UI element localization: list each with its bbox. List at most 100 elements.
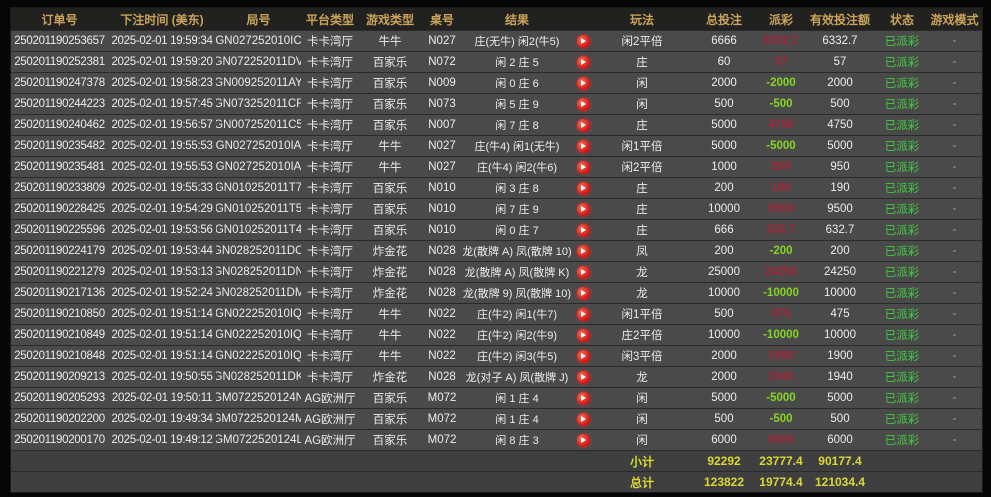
grand-total-status-spacer xyxy=(877,472,927,492)
replay-icon[interactable] xyxy=(576,160,590,174)
table-row: 250201190233809 2025-02-01 19:55:33 GN0102… xyxy=(11,177,982,198)
status-cell: 已派彩 xyxy=(884,120,920,132)
replay-cell xyxy=(571,262,595,282)
play-cell: 庄 xyxy=(636,204,648,216)
total-bet-cell: 500 xyxy=(714,308,734,320)
status-cell: 已派彩 xyxy=(884,141,920,153)
game-mode-cell: - xyxy=(952,392,957,404)
play-triangle-icon xyxy=(581,80,586,86)
replay-icon[interactable] xyxy=(576,433,590,447)
replay-icon[interactable] xyxy=(576,202,590,216)
play-cell: 庄2平倍 xyxy=(621,330,663,342)
table-row: 250201190205293 2025-02-01 19:50:11 GM0722… xyxy=(11,387,982,408)
payout-cell: 475 xyxy=(771,308,791,320)
result-cell: 庄(牛2) 闲3(牛5) xyxy=(476,351,558,363)
grand-total-mode-spacer xyxy=(927,472,982,492)
play-cell: 龙 xyxy=(636,267,648,279)
game-type-cell: 百家乐 xyxy=(372,99,408,111)
result-cell: 闲 3 庄 8 xyxy=(495,183,539,195)
replay-cell xyxy=(571,409,595,429)
game-mode-cell: - xyxy=(952,56,957,68)
total-bet-cell: 200 xyxy=(714,245,734,257)
total-bet-cell: 5000 xyxy=(711,119,737,131)
replay-icon[interactable] xyxy=(576,265,590,279)
replay-icon[interactable] xyxy=(576,307,590,321)
replay-icon[interactable] xyxy=(576,55,590,69)
payout-cell: 6332.7 xyxy=(763,35,799,47)
status-cell: 已派彩 xyxy=(884,78,920,90)
result-cell: 庄(牛2) 闲1(牛7) xyxy=(476,309,558,321)
game-mode-cell: - xyxy=(952,182,957,194)
result-cell: 闲 1 庄 4 xyxy=(495,393,539,405)
round-id-cell: GN010252011T4 xyxy=(216,224,301,236)
game-type-cell: 炸金花 xyxy=(372,246,408,258)
replay-icon[interactable] xyxy=(576,286,590,300)
grand-total-label: 总计 xyxy=(629,475,654,490)
platform-cell: 卡卡湾厅 xyxy=(307,162,353,174)
game-mode-cell: - xyxy=(952,203,957,215)
platform-cell: 卡卡湾厅 xyxy=(307,183,353,195)
game-type-cell: 牛牛 xyxy=(378,309,402,321)
bet-time-cell: 2025-02-01 19:59:20 xyxy=(111,56,213,68)
table-no-cell: N027 xyxy=(428,161,456,173)
grand-total-payout: 19774.4 xyxy=(759,475,803,489)
play-triangle-icon xyxy=(581,416,586,422)
replay-icon[interactable] xyxy=(576,328,590,342)
round-id-cell: GN027252010IA xyxy=(216,140,301,152)
result-cell: 闲 0 庄 7 xyxy=(495,225,539,237)
round-id-cell: GN072252011DV xyxy=(216,56,301,68)
status-cell: 已派彩 xyxy=(884,204,920,216)
header-bet-time: 下注时间 (美东) xyxy=(120,12,204,27)
result-cell: 龙(散牌 A) 凤(散牌 10) xyxy=(463,246,571,258)
replay-cell xyxy=(571,157,595,177)
replay-icon[interactable] xyxy=(576,139,590,153)
replay-icon[interactable] xyxy=(576,34,590,48)
bet-time-cell: 2025-02-01 19:52:24 xyxy=(111,287,213,299)
game-mode-cell: - xyxy=(952,308,957,320)
play-cell: 闲 xyxy=(636,435,648,447)
table-row: 250201190217136 2025-02-01 19:52:24 GN0282… xyxy=(11,282,982,303)
replay-icon[interactable] xyxy=(576,349,590,363)
table-row: 250201190209213 2025-02-01 19:50:55 GN0282… xyxy=(11,366,982,387)
status-cell: 已派彩 xyxy=(884,246,920,258)
replay-icon[interactable] xyxy=(576,244,590,258)
payout-cell: -500 xyxy=(769,98,793,110)
table-row: 250201190228425 2025-02-01 19:54:29 GN0102… xyxy=(11,198,982,219)
result-cell: 闲 7 庄 8 xyxy=(495,120,539,132)
bet-time-cell: 2025-02-01 19:54:29 xyxy=(111,203,213,215)
order-id-cell: 250201190200170 xyxy=(14,434,105,446)
replay-icon[interactable] xyxy=(576,181,590,195)
game-type-cell: 百家乐 xyxy=(372,393,408,405)
replay-icon[interactable] xyxy=(576,97,590,111)
replay-icon[interactable] xyxy=(576,223,590,237)
replay-icon[interactable] xyxy=(576,118,590,132)
subtotal-spacer xyxy=(11,451,595,471)
game-type-cell: 炸金花 xyxy=(372,372,408,384)
round-id-cell: GN028252011DO xyxy=(216,245,301,257)
replay-icon[interactable] xyxy=(576,391,590,405)
subtotal-mode-spacer xyxy=(927,451,982,471)
bet-time-cell: 2025-02-01 19:55:53 xyxy=(111,140,213,152)
result-cell: 闲 1 庄 4 xyxy=(495,414,539,426)
table-no-cell: N010 xyxy=(428,203,456,215)
order-id-cell: 250201190235482 xyxy=(14,140,105,152)
replay-cell xyxy=(571,178,595,198)
order-id-cell: 250201190244223 xyxy=(14,98,105,110)
replay-icon[interactable] xyxy=(576,370,590,384)
play-cell: 庄 xyxy=(636,120,648,132)
total-bet-cell: 500 xyxy=(714,98,734,110)
table-row: 250201190240462 2025-02-01 19:56:57 GN0072… xyxy=(11,114,982,135)
replay-icon[interactable] xyxy=(576,412,590,426)
order-id-cell: 250201190253657 xyxy=(14,35,105,47)
total-bet-cell: 25000 xyxy=(708,266,740,278)
table-no-cell: N022 xyxy=(428,350,456,362)
replay-icon[interactable] xyxy=(576,76,590,90)
payout-cell: 1940 xyxy=(768,371,794,383)
table-row: 250201190235481 2025-02-01 19:55:53 GN0272… xyxy=(11,156,982,177)
play-triangle-icon xyxy=(581,185,586,191)
replay-cell xyxy=(571,220,595,240)
valid-bet-cell: 500 xyxy=(830,413,850,425)
table-row: 250201190247378 2025-02-01 19:58:23 GN0092… xyxy=(11,72,982,93)
play-triangle-icon xyxy=(581,164,586,170)
header-valid-bet: 有效投注额 xyxy=(809,12,870,27)
